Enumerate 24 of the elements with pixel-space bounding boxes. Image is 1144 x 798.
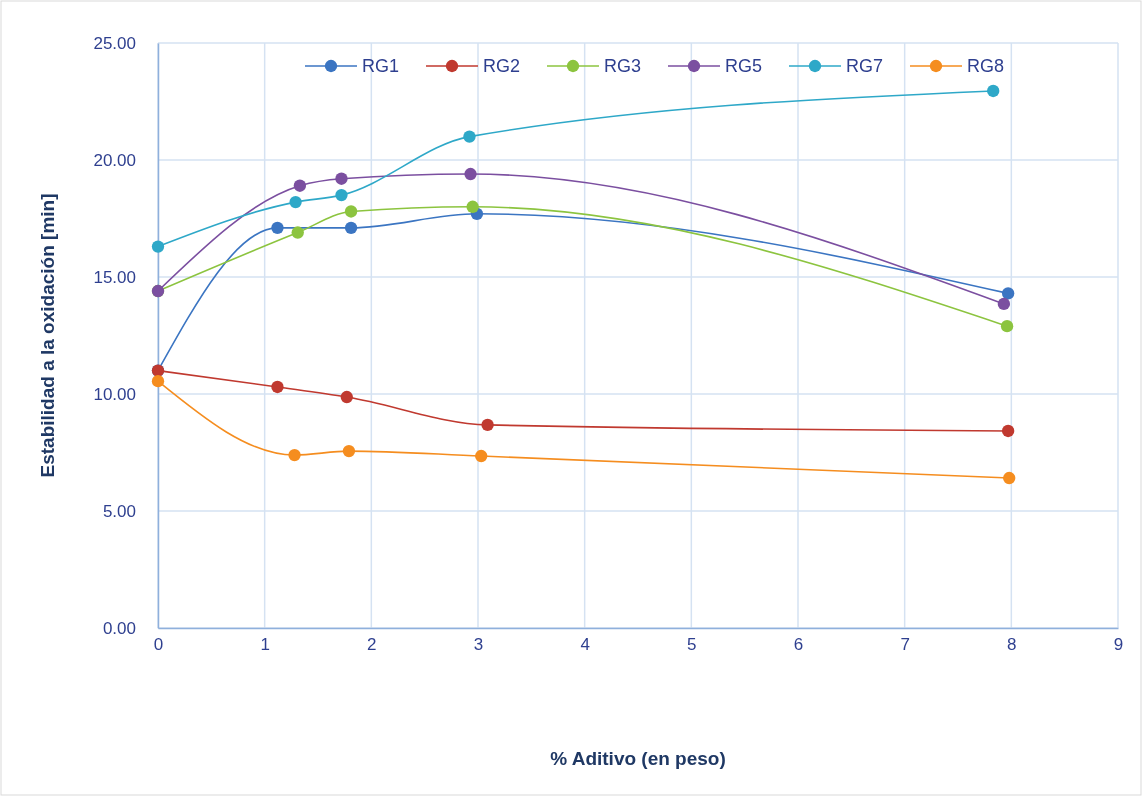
y-tick-label: 20.00: [93, 150, 136, 170]
y-tick-label: 15.00: [93, 267, 136, 287]
x-tick-label: 7: [900, 635, 910, 655]
x-axis-title: % Aditivo (en peso): [550, 748, 726, 769]
legend-label: RG1: [362, 56, 400, 76]
legend-label: RG5: [725, 56, 763, 76]
x-tick-label: 1: [260, 635, 270, 655]
y-tick-label: 5.00: [102, 501, 136, 521]
legend-label: RG8: [967, 56, 1005, 76]
x-tick-label: 8: [1007, 635, 1017, 655]
legend-label: RG3: [604, 56, 642, 76]
x-tick-label: 5: [687, 635, 697, 655]
y-tick-label: 0.00: [102, 618, 136, 638]
y-axis-title: Estabilidad a la oxidación [min]: [37, 193, 58, 478]
x-tick-label: 6: [793, 635, 804, 655]
x-tick-label: 3: [473, 635, 484, 655]
x-tick-label: 0: [153, 635, 164, 655]
y-tick-label: 10.00: [93, 384, 136, 404]
x-tick-label: 2: [367, 635, 377, 655]
legend-label: RG2: [483, 56, 521, 76]
x-tick-label: 9: [1113, 635, 1124, 655]
y-tick-label: 25.00: [93, 33, 136, 53]
x-tick-label: 4: [580, 635, 590, 655]
legend-label: RG7: [846, 56, 884, 76]
